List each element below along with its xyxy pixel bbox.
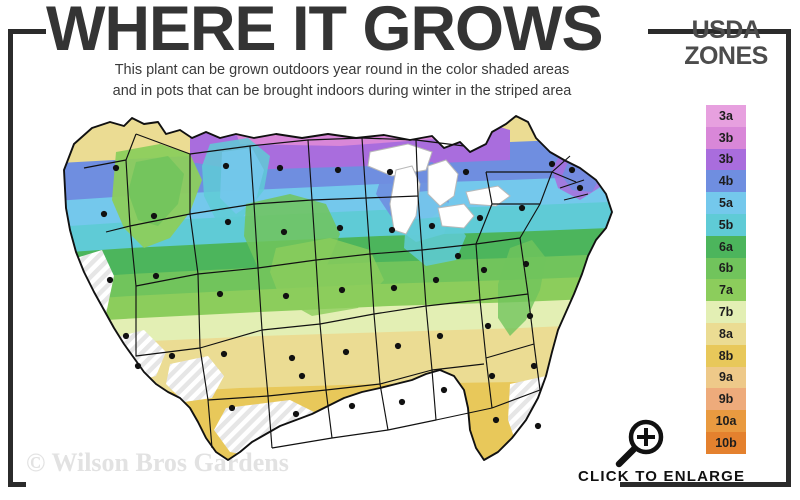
usda-zone-legend: 3a 3b 3b 4b 5a 5b 6a 6b 7a 7b 8a 8b 9a 9b 10a 10b [706,105,746,454]
zone-swatch-3b-1[interactable]: 3b [706,126,746,149]
zone-swatch-10a-14[interactable]: 10a [706,410,746,432]
zone-swatch-6b-7[interactable]: 6b [706,257,746,280]
usda-hardiness-zone-map[interactable] [40,108,660,480]
zone-swatch-8a-10[interactable]: 8a [706,322,746,345]
magnifier-plus-icon[interactable] [612,418,668,470]
legend-title-line-1: USDA [691,16,761,44]
frame-right-segment [786,29,791,487]
page-title: WHERE IT GROWS [46,0,603,64]
zone-swatch-3b-2[interactable]: 3b [706,148,746,171]
zone-swatch-5a-4[interactable]: 5a [706,192,746,214]
zone-swatch-10b-15[interactable]: 10b [706,431,746,454]
zone-swatch-6a-6[interactable]: 6a [706,235,746,258]
state-boundaries [83,133,589,449]
zone-shading-raster [64,116,612,460]
frame-left-segment [8,29,13,487]
click-to-enlarge-label[interactable]: CLICK TO ENLARGE [578,468,746,485]
frame-bottom-right-segment [620,482,791,487]
page-subtitle: This plant can be grown outdoors year ro… [52,60,632,102]
subtitle-line-2: and in pots that can be brought indoors … [112,83,572,100]
zone-swatch-7a-8[interactable]: 7a [706,279,746,302]
usa-national-outline [63,115,613,461]
zone-swatch-9b-13[interactable]: 9b [706,388,746,411]
frame-top-right-segment [648,29,791,34]
zone-swatch-3a-0[interactable]: 3a [706,105,746,127]
watermark-copyright: © Wilson Bros Gardens [26,448,289,477]
frame-bottom-left-segment [8,482,26,487]
zone-swatch-7b-9[interactable]: 7b [706,301,746,323]
subtitle-line-1: This plant can be grown outdoors year ro… [114,62,570,78]
legend-title: USDA ZONES [660,16,792,70]
frame-top-left-segment [8,29,46,34]
zone-swatch-8b-11[interactable]: 8b [706,344,746,367]
zone-swatch-4b-3[interactable]: 4b [706,170,746,193]
zone-swatch-5b-5[interactable]: 5b [706,213,746,236]
zone-swatch-9a-12[interactable]: 9a [706,366,746,389]
legend-title-line-2: ZONES [684,41,768,70]
city-markers [100,160,584,430]
